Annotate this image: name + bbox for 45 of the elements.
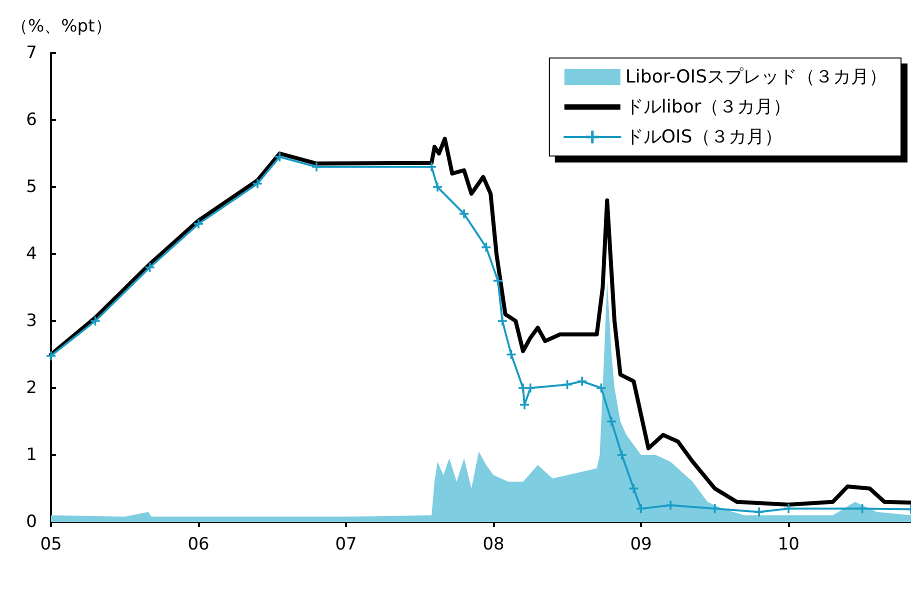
point bbox=[432, 182, 442, 192]
y-tick-label: 3 bbox=[26, 311, 37, 331]
point bbox=[562, 380, 572, 390]
point bbox=[526, 384, 535, 392]
legend-label: ドルOIS（３カ月） bbox=[625, 126, 782, 148]
point bbox=[629, 484, 638, 493]
point bbox=[506, 350, 516, 359]
x-tick-label: 08 bbox=[482, 534, 504, 554]
x-tick-label: 07 bbox=[335, 534, 357, 554]
y-tick-label: 7 bbox=[26, 43, 37, 63]
legend-label: ドルlibor（３カ月） bbox=[625, 96, 792, 118]
y-tick-label: 4 bbox=[26, 244, 37, 264]
point bbox=[607, 417, 616, 426]
point bbox=[493, 276, 502, 286]
y-tick-label: 5 bbox=[26, 177, 37, 197]
y-tick-label: 2 bbox=[26, 378, 37, 398]
legend-label: Libor-OISスプレッド（３カ月） bbox=[625, 66, 888, 88]
y-tick-label: 6 bbox=[26, 110, 37, 130]
point bbox=[275, 152, 284, 162]
x-tick-label: 10 bbox=[778, 534, 800, 554]
point bbox=[312, 162, 322, 172]
point bbox=[90, 316, 100, 326]
y-tick-label: 1 bbox=[26, 445, 37, 465]
point bbox=[498, 316, 507, 326]
point bbox=[518, 384, 528, 392]
point bbox=[636, 504, 646, 514]
x-tick-label: 09 bbox=[630, 534, 652, 554]
point bbox=[858, 504, 867, 514]
point bbox=[784, 504, 794, 514]
x-tick-label: 06 bbox=[188, 534, 210, 554]
x-tick-label: 05 bbox=[40, 534, 62, 554]
point bbox=[253, 179, 262, 188]
point bbox=[46, 351, 56, 360]
point bbox=[596, 384, 606, 392]
y-axis-title: （%、%pt） bbox=[11, 16, 112, 36]
point bbox=[578, 376, 587, 386]
point bbox=[617, 450, 626, 460]
point bbox=[427, 162, 436, 172]
y-tick-label: 0 bbox=[26, 512, 37, 532]
point bbox=[145, 262, 154, 272]
point bbox=[754, 507, 764, 516]
point bbox=[460, 209, 469, 218]
point bbox=[194, 219, 204, 228]
point bbox=[666, 500, 676, 510]
point bbox=[710, 504, 720, 514]
